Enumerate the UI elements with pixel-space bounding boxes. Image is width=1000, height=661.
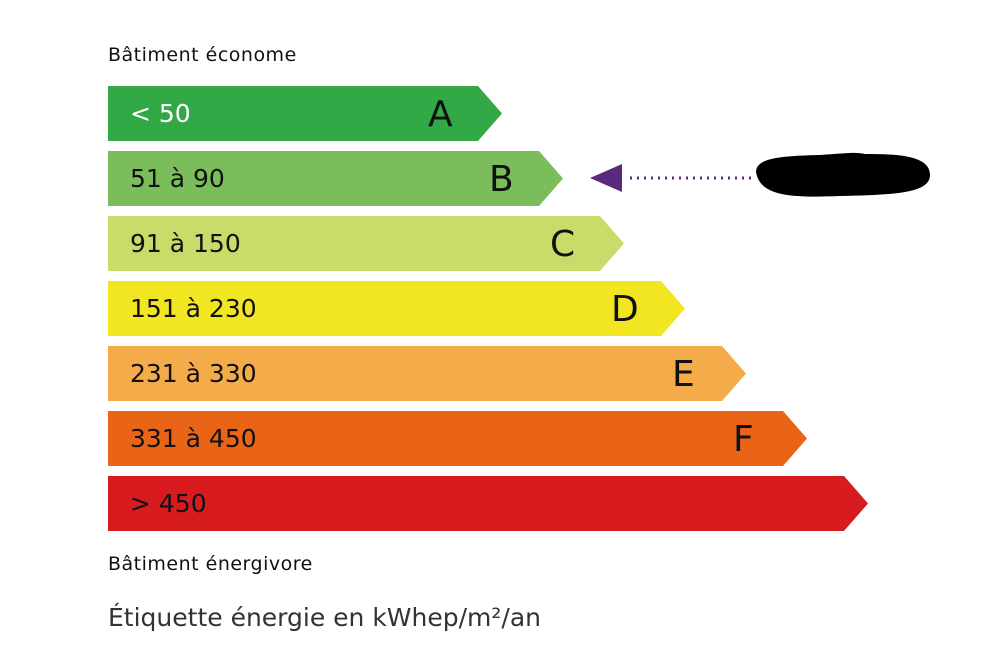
- bar-shape: [108, 476, 868, 531]
- bar-shape: [108, 86, 502, 141]
- bottom-caption: Bâtiment énergivore: [108, 553, 313, 575]
- bar-shape: [108, 216, 624, 271]
- redacted-value: [756, 152, 930, 197]
- class-letter: C: [550, 224, 576, 265]
- class-range: 51 à 90: [130, 164, 225, 193]
- energy-class-bar-c: 91 à 150 C: [108, 216, 624, 271]
- energy-class-bar-a: < 50 A: [108, 86, 502, 141]
- class-letter: F: [733, 419, 754, 460]
- footer-label: Étiquette énergie en kWhep/m²/an: [108, 603, 542, 632]
- bar-shape: [108, 411, 807, 466]
- class-letter: E: [672, 354, 695, 395]
- pointer-arrow-icon: [590, 164, 622, 192]
- bar-shape: [108, 346, 746, 401]
- energy-class-bar-f: 331 à 450 F: [108, 411, 807, 466]
- current-rating-indicator: [590, 152, 930, 197]
- top-caption: Bâtiment économe: [108, 44, 297, 66]
- energy-class-bar-d: 151 à 230 D: [108, 281, 685, 336]
- bar-shape: [108, 151, 563, 206]
- class-letter: A: [428, 94, 453, 135]
- class-range: 151 à 230: [130, 294, 257, 323]
- class-letter: D: [611, 289, 639, 330]
- class-range: 91 à 150: [130, 229, 241, 258]
- bar-shape: [108, 281, 685, 336]
- class-range: < 50: [130, 99, 191, 128]
- energy-class-bar-e: 231 à 330 E: [108, 346, 746, 401]
- class-range: 331 à 450: [130, 424, 257, 453]
- class-range: > 450: [130, 489, 207, 518]
- class-letter: B: [489, 159, 514, 200]
- energy-class-bar-g: > 450: [108, 476, 868, 531]
- class-range: 231 à 330: [130, 359, 257, 388]
- energy-class-bar-b: 51 à 90 B: [108, 151, 563, 206]
